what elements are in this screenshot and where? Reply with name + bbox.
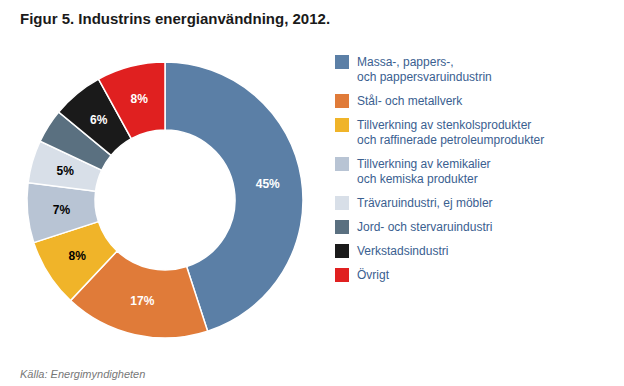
legend-swatch xyxy=(335,94,349,108)
data-label: 8% xyxy=(69,249,87,263)
data-label: 7% xyxy=(53,203,71,217)
chart: Figur 5. Industrins energianvändning, 20… xyxy=(0,0,624,386)
data-labels: 45% 17% 8% 7% 5% 6% 8% xyxy=(53,92,280,308)
legend-entry: Massa-, pappers-,och pappersvaruindustri… xyxy=(357,55,492,84)
annotation: Källa: Energimyndigheten xyxy=(20,368,145,380)
legend-entry: Stål- och metallverk xyxy=(357,94,463,108)
legend-entry: Verkstadsindustri xyxy=(357,244,448,258)
title: Figur 5. Industrins energianvändning, 20… xyxy=(20,10,330,27)
legend-entry: Tillverkning av stenkolsprodukteroch raf… xyxy=(357,118,544,147)
legend-entry: Tillverkning av kemikalieroch kemiska pr… xyxy=(357,157,491,186)
legend-entry: Jord- och stervaruindustri xyxy=(357,220,492,234)
legend-swatch xyxy=(335,196,349,210)
data-label: 6% xyxy=(90,113,108,127)
legend-entry: Övrigt xyxy=(357,268,390,282)
legend-swatch xyxy=(335,220,349,234)
data-label: 5% xyxy=(56,164,74,178)
data-label: 45% xyxy=(256,177,280,191)
legend: Massa-, pappers-,och pappersvaruindustri… xyxy=(335,55,544,282)
legend-entry: Trävaruindustri, ej möbler xyxy=(357,196,493,210)
legend-swatch xyxy=(335,157,349,171)
data-label: 8% xyxy=(130,92,148,106)
legend-swatch xyxy=(335,244,349,258)
legend-swatch xyxy=(335,268,349,282)
data-label: 17% xyxy=(130,294,154,308)
donut xyxy=(27,62,303,338)
slice xyxy=(27,183,98,243)
legend-swatch xyxy=(335,55,349,69)
legend-swatch xyxy=(335,118,349,132)
slice xyxy=(99,62,165,139)
